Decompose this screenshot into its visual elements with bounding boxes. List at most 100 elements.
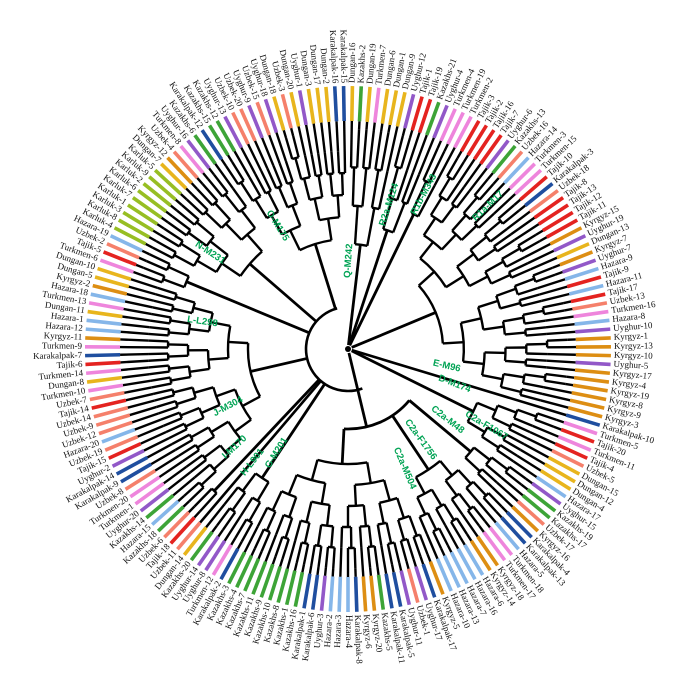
branch — [477, 472, 494, 489]
tip-label: Kyrgyz-11 — [44, 330, 83, 342]
clade-arc — [202, 209, 209, 216]
tip-branch — [92, 283, 128, 296]
branch — [340, 173, 345, 196]
clade-spoke — [351, 311, 437, 349]
tip-label: Tajik-6 — [56, 359, 83, 371]
branch — [362, 129, 368, 169]
clade-arc — [343, 399, 411, 431]
branch — [256, 507, 269, 527]
tip-branch — [182, 526, 208, 556]
branch — [418, 534, 429, 555]
branch — [158, 405, 178, 415]
branch — [396, 497, 405, 519]
tip-branch — [255, 101, 271, 136]
branch — [195, 221, 215, 238]
branch — [331, 568, 335, 577]
tip-branch — [166, 156, 193, 185]
clade-arc — [221, 191, 229, 198]
clade-arc — [518, 299, 523, 307]
branch — [312, 123, 320, 154]
branch — [382, 479, 391, 501]
branch — [179, 193, 188, 201]
clade-arc — [178, 412, 183, 419]
branch — [483, 325, 505, 331]
branch — [156, 400, 177, 409]
branch — [204, 211, 223, 229]
branch — [132, 270, 142, 276]
clade-arc — [254, 472, 270, 484]
branch — [135, 263, 144, 269]
branch — [546, 359, 576, 364]
clade-spoke — [313, 243, 337, 310]
branch — [214, 162, 234, 190]
clade-arc — [477, 468, 483, 475]
clade-arc — [467, 505, 475, 512]
tip-branch — [263, 98, 279, 134]
branch — [208, 167, 215, 176]
branch — [376, 524, 383, 546]
clade-arc — [252, 195, 262, 202]
clade-arc — [410, 211, 419, 218]
tip-branch — [159, 162, 188, 190]
branch — [241, 472, 257, 492]
branch — [496, 481, 519, 503]
branch — [127, 399, 156, 409]
tip-branch — [243, 558, 261, 592]
branch — [239, 181, 254, 202]
branch — [503, 372, 525, 379]
branch — [542, 301, 564, 309]
branch — [270, 214, 284, 236]
branch — [385, 522, 393, 544]
tip-branch — [95, 413, 131, 427]
clade-arc — [504, 466, 511, 473]
branch — [271, 490, 283, 511]
branch — [124, 386, 152, 394]
branch — [432, 530, 443, 549]
tip-branch — [369, 575, 377, 611]
branch — [553, 425, 562, 431]
branch — [414, 476, 426, 495]
branch — [496, 238, 516, 253]
branch — [293, 562, 298, 571]
tip-branch — [239, 108, 257, 142]
branch — [504, 359, 526, 364]
branch — [141, 249, 150, 256]
clade-arc — [382, 227, 394, 234]
tip-label: Uyghur-10 — [613, 320, 653, 333]
branch — [303, 155, 312, 178]
clade-arc — [533, 412, 539, 421]
clade-arc — [500, 258, 508, 268]
tip-branch — [399, 570, 412, 606]
clade-arc — [211, 199, 219, 207]
branch — [120, 359, 149, 364]
branch — [202, 172, 210, 180]
branch — [539, 285, 568, 296]
branch — [396, 169, 409, 201]
branch — [250, 547, 257, 557]
clade-arc — [160, 275, 166, 283]
clade-arc — [205, 235, 215, 247]
tip-branch — [324, 86, 331, 122]
clade-arc — [466, 402, 479, 423]
tip-branch — [231, 111, 250, 145]
branch — [366, 207, 376, 247]
branch — [122, 379, 151, 387]
branch — [486, 172, 494, 180]
branch — [485, 463, 503, 479]
branch — [181, 449, 200, 463]
branch — [170, 319, 191, 325]
clade-arc — [309, 195, 323, 202]
tip-branch — [131, 196, 163, 220]
clade-arc — [508, 423, 513, 430]
clade-arc — [315, 173, 322, 178]
branch — [272, 165, 283, 187]
branch — [316, 566, 320, 576]
branch — [427, 150, 446, 184]
branch — [320, 122, 326, 153]
branch — [399, 137, 412, 169]
clade-spoke — [347, 352, 369, 428]
branch — [180, 406, 200, 417]
branch — [310, 154, 317, 177]
branch — [477, 501, 497, 524]
tip-branch — [93, 405, 129, 419]
